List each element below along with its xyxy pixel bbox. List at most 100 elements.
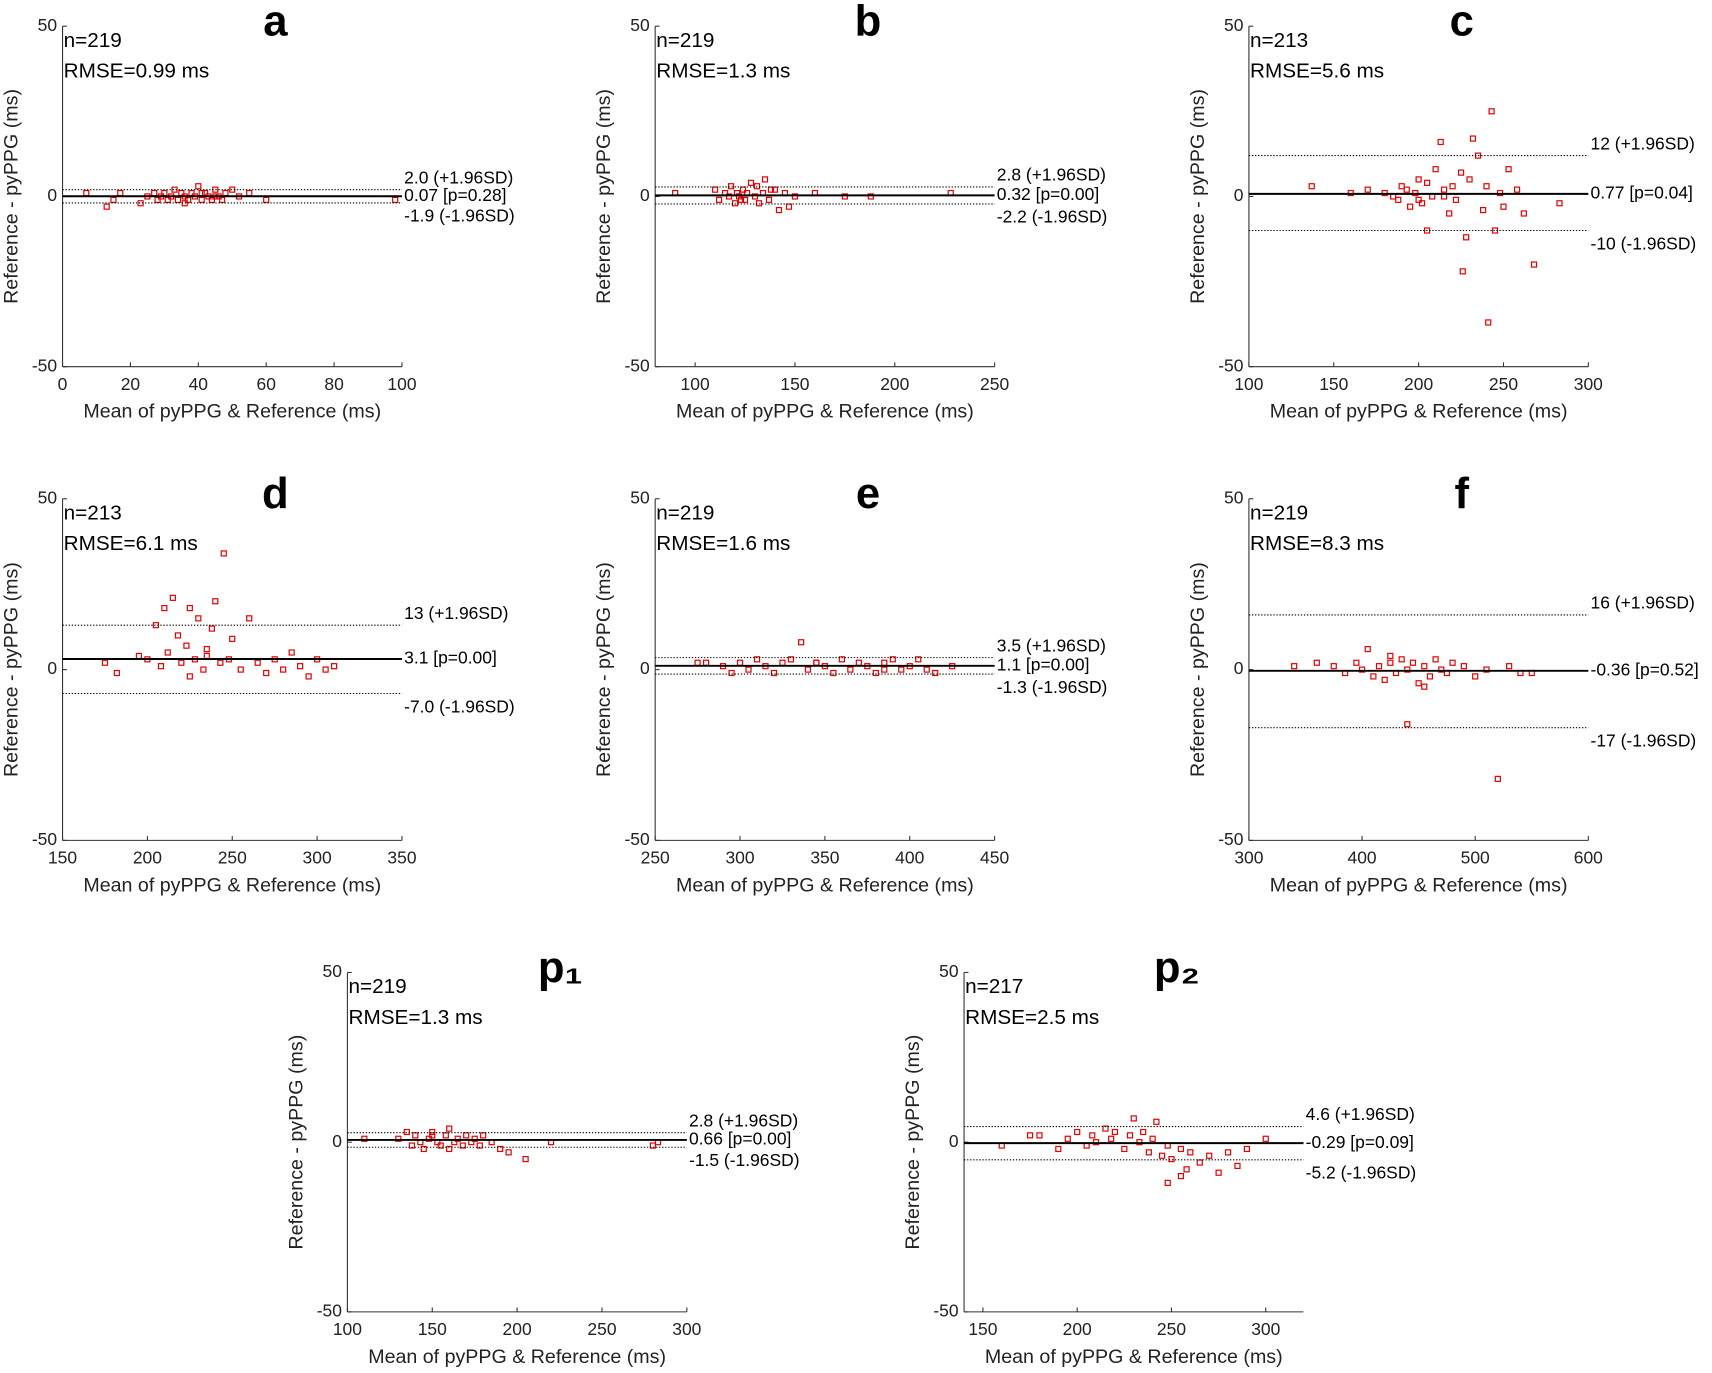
y-tick-label: 0 xyxy=(332,1131,342,1151)
point xyxy=(728,669,735,677)
point xyxy=(1494,775,1501,783)
x-tick-label: 100 xyxy=(1234,374,1263,394)
point xyxy=(727,183,735,190)
point xyxy=(1466,176,1473,183)
point xyxy=(1313,659,1320,666)
point xyxy=(1330,663,1337,670)
point xyxy=(1488,108,1495,115)
panel: -50 0 50 300 400 500 600 Mean of pyPPG & Refere… xyxy=(1187,469,1699,896)
point xyxy=(715,196,723,203)
point xyxy=(164,196,171,203)
point xyxy=(1418,200,1426,207)
point xyxy=(1421,683,1428,690)
point xyxy=(208,196,216,203)
x-tick-label: 350 xyxy=(387,848,416,868)
point xyxy=(798,639,805,646)
point xyxy=(1513,186,1521,193)
line-label: 2.8 (+1.96SD) xyxy=(689,1110,798,1130)
point xyxy=(770,669,778,677)
point xyxy=(791,193,799,200)
panel: -50 0 50 100 150 200 250 Mean of pyPPG & Refere… xyxy=(593,0,1107,423)
x-tick-label: 150 xyxy=(968,1319,997,1339)
line-label: 3.1 [p=0.00] xyxy=(404,648,497,668)
point xyxy=(305,673,312,680)
point xyxy=(446,1125,453,1132)
point xyxy=(1370,673,1377,680)
point xyxy=(1074,1128,1081,1136)
x-axis-label: Mean of pyPPG & Reference (ms) xyxy=(676,401,974,423)
point xyxy=(174,196,182,203)
point xyxy=(203,652,210,660)
line-label: -1.5 (-1.96SD) xyxy=(689,1150,800,1170)
point xyxy=(1457,169,1465,176)
point xyxy=(1153,1118,1160,1125)
line-label: -10 (-1.96SD) xyxy=(1591,233,1697,253)
point xyxy=(161,189,168,197)
x-axis-label: Mean of pyPPG & Reference (ms) xyxy=(1270,874,1568,896)
point xyxy=(1426,673,1434,680)
panel: -50 0 50 100 150 200 250 300 Mean of pyPPG & Ref… xyxy=(285,943,799,1368)
point xyxy=(1089,1132,1096,1139)
point xyxy=(522,1156,529,1163)
point xyxy=(813,659,820,666)
point xyxy=(505,1149,512,1156)
x-tick-label: 200 xyxy=(503,1319,532,1339)
x-tick-label: 250 xyxy=(218,848,247,868)
point xyxy=(753,656,761,663)
point xyxy=(1353,659,1360,666)
x-tick-label: 0 xyxy=(58,374,68,394)
line-label: 0.77 [p=0.04] xyxy=(1591,182,1693,202)
point xyxy=(471,1135,478,1142)
annotation: RMSE=8.3 ms xyxy=(1250,532,1384,555)
x-axis-label: Mean of pyPPG & Reference (ms) xyxy=(985,1346,1283,1368)
point xyxy=(188,189,195,197)
point xyxy=(1168,1156,1175,1163)
point xyxy=(1485,319,1492,326)
point xyxy=(1036,1132,1043,1139)
x-tick-label: 450 xyxy=(980,848,1009,868)
y-tick-label: 0 xyxy=(1234,658,1244,678)
panel: -50 0 50 150 200 250 300 Mean of pyPPG & Refere… xyxy=(902,943,1416,1368)
line-label: 1.1 [p=0.00] xyxy=(997,654,1090,674)
panel: -50 0 50 250 300 350 400 450 Mean of pyPPG & Ref… xyxy=(593,469,1107,896)
point xyxy=(454,1135,461,1142)
panel-title: d xyxy=(262,469,289,518)
point xyxy=(932,669,939,677)
point xyxy=(201,189,209,197)
point xyxy=(322,666,329,673)
point xyxy=(787,656,795,663)
y-axis-label: Reference - pyPPG (ms) xyxy=(1187,89,1209,304)
point xyxy=(1234,1162,1241,1170)
point xyxy=(412,1132,419,1139)
point xyxy=(174,632,182,639)
x-tick-label: 250 xyxy=(1157,1319,1186,1339)
x-axis-label: Mean of pyPPG & Reference (ms) xyxy=(83,874,381,896)
point xyxy=(1395,196,1402,203)
x-tick-label: 500 xyxy=(1461,848,1490,868)
point xyxy=(765,196,773,203)
point xyxy=(1187,1149,1194,1156)
x-tick-label: 600 xyxy=(1574,848,1603,868)
x-tick-label: 250 xyxy=(1489,374,1518,394)
x-tick-label: 150 xyxy=(780,374,809,394)
x-tick-label: 80 xyxy=(324,374,344,394)
point xyxy=(785,203,793,210)
point xyxy=(178,189,185,197)
line-label: -0.29 [p=0.09] xyxy=(1306,1132,1414,1152)
y-tick-label: 50 xyxy=(1224,487,1244,507)
point xyxy=(1398,656,1405,663)
point xyxy=(1149,1135,1156,1142)
point xyxy=(1358,666,1366,673)
point xyxy=(1206,1152,1213,1159)
x-tick-label: 300 xyxy=(303,848,332,868)
point xyxy=(739,186,747,193)
point xyxy=(157,663,165,670)
point xyxy=(246,615,253,622)
point xyxy=(1432,166,1439,173)
line-label: 0.66 [p=0.00] xyxy=(689,1129,791,1149)
point xyxy=(867,193,874,200)
x-tick-label: 150 xyxy=(418,1319,447,1339)
point xyxy=(1459,268,1466,275)
panel-title: a xyxy=(263,0,288,46)
